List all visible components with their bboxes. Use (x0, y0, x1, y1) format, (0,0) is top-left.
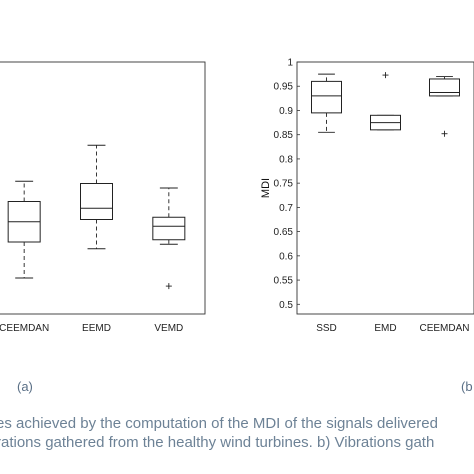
y-tick-label: 0.9 (279, 106, 293, 117)
y-tick-label: 0.85 (274, 130, 294, 141)
box-iqr (429, 78, 460, 97)
x-tick-label: CEEMDAN (419, 323, 469, 334)
y-tick-label: 0.5 (279, 300, 293, 311)
caption-line-2: rations gathered from the healthy wind t… (0, 434, 434, 451)
y-tick-label: 0.95 (274, 82, 294, 93)
left-chart-panel: CEEMDAN EEMD VEMD (0, 61, 206, 334)
plot-frame (0, 61, 206, 315)
caption-line-1: es achieved by the computation of the MD… (0, 415, 438, 432)
x-tick-label: EMD (374, 323, 396, 334)
right-panel-label: (b (461, 379, 473, 394)
box-iqr (80, 183, 113, 220)
y-axis-label: MDI (260, 178, 272, 198)
y-tick-label: 0.65 (274, 227, 294, 238)
y-tick-label: 0.6 (279, 251, 293, 262)
y-tick-label: 0.8 (279, 154, 293, 165)
right-chart-panel: 0.5 0.55 0.6 0.65 0.7 0.75 0.8 0.85 0.9 0.95 1 MDI S… (260, 58, 474, 334)
y-tick-label: 0.75 (274, 179, 294, 190)
plot-frame (296, 61, 474, 315)
x-tick-label: CEEMDAN (0, 323, 49, 334)
y-tick-label: 1 (287, 58, 293, 69)
x-tick-label: EEMD (82, 323, 111, 334)
y-tick-label: 0.55 (274, 276, 294, 287)
x-tick-label: SSD (316, 323, 337, 334)
x-tick-label: VEMD (154, 323, 183, 334)
left-panel-label: (a) (17, 379, 33, 394)
y-tick-label: 0.7 (279, 203, 293, 214)
box-iqr (311, 80, 342, 114)
box-iqr (152, 216, 186, 241)
